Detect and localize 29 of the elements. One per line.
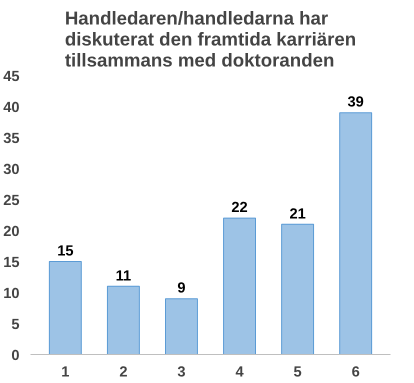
x-tick-label: 2 — [119, 364, 128, 380]
x-tick-label: 1 — [61, 364, 70, 380]
bar — [281, 224, 314, 354]
data-label: 9 — [177, 280, 186, 297]
y-tick-label: 10 — [3, 286, 20, 302]
data-label: 11 — [116, 268, 132, 284]
data-label: 39 — [348, 94, 364, 111]
x-tick-label: 5 — [294, 364, 302, 380]
y-tick-label: 20 — [3, 224, 20, 240]
data-label: 15 — [57, 244, 74, 260]
y-tick-label: 30 — [3, 162, 20, 178]
y-tick-label: 25 — [3, 193, 20, 209]
y-tick-label: 0 — [11, 348, 20, 364]
data-label: 21 — [289, 206, 306, 222]
x-tick-label: 3 — [177, 364, 186, 380]
x-tick-label: 6 — [352, 364, 360, 380]
x-tick-label: 4 — [235, 364, 244, 380]
y-tick-label: 35 — [3, 131, 20, 147]
chart-title: Handledaren/handledarna har diskuterat den framtida karriären tillsammans med doktoranden — [64, 8, 356, 70]
bar — [339, 112, 372, 354]
bar — [223, 218, 256, 354]
bar — [48, 261, 82, 354]
y-tick-label: 45 — [3, 69, 20, 85]
bar — [106, 286, 140, 354]
y-tick-label: 40 — [3, 100, 20, 116]
y-tick-label: 15 — [3, 255, 20, 271]
bar — [165, 298, 198, 354]
data-label: 22 — [231, 200, 248, 216]
y-tick-label: 5 — [11, 317, 20, 333]
